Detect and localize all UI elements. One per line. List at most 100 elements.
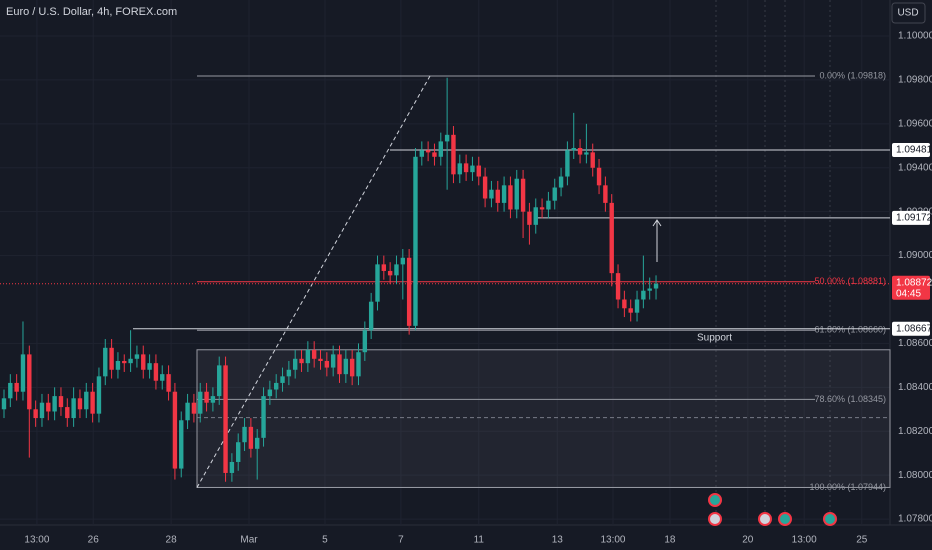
support-label: Support: [697, 332, 732, 343]
fib-label: 0.00% (1.09818): [819, 70, 886, 80]
candle-body: [590, 152, 595, 168]
candle-body: [647, 288, 652, 291]
candle-body: [527, 211, 532, 225]
candle-body: [571, 147, 576, 151]
candle-body: [622, 299, 627, 309]
event-icon[interactable]: [708, 493, 722, 507]
candle-body: [273, 382, 279, 390]
candle-body: [394, 264, 399, 276]
event-icon[interactable]: [823, 512, 837, 526]
candle-body: [14, 382, 19, 392]
chart-title: Euro / U.S. Dollar, 4h, FOREX.com: [6, 6, 177, 18]
candle-body: [470, 165, 475, 173]
candle-body: [577, 147, 583, 155]
candle-body: [71, 398, 76, 419]
candle-body: [476, 165, 481, 177]
candle-body: [457, 163, 462, 175]
candle-body: [318, 358, 323, 361]
candle-body: [565, 150, 570, 177]
candle-body: [330, 354, 336, 368]
range-box: [196, 349, 891, 488]
x-tick-label: 5: [322, 535, 328, 546]
candle-body: [280, 376, 285, 383]
candle-body: [96, 376, 102, 414]
price-tag: [892, 142, 930, 157]
y-tick-label: 1.08400: [898, 382, 932, 393]
x-tick-label: 26: [88, 535, 100, 546]
fib-label: 61.80% (1.08660): [814, 325, 886, 335]
arrow-head: [652, 219, 662, 227]
candle-body: [8, 382, 13, 399]
candle-body: [508, 185, 513, 210]
candle-body: [20, 354, 26, 392]
candle-body: [406, 257, 412, 326]
currency-label[interactable]: USD: [897, 8, 918, 19]
event-icon[interactable]: [758, 512, 772, 526]
y-tick-label: 1.09400: [898, 162, 932, 173]
candle-body: [603, 185, 608, 203]
candle-body: [103, 347, 108, 377]
x-tick-label: 25: [856, 535, 868, 546]
candle-body: [463, 163, 469, 173]
candle-body: [596, 167, 602, 186]
candle-body: [533, 207, 538, 225]
y-tick-label: 1.09800: [898, 75, 932, 86]
currency-button[interactable]: [891, 2, 926, 24]
candle-body: [558, 176, 564, 188]
candle-body: [84, 391, 89, 410]
candle-body: [400, 257, 406, 265]
y-tick-label: 1.07800: [898, 514, 932, 525]
x-tick-label: Mar: [240, 535, 258, 546]
candle-body: [324, 360, 330, 368]
candle-body: [122, 360, 127, 364]
candle-body: [425, 150, 431, 153]
candle-body: [489, 189, 494, 199]
candle-body: [615, 273, 621, 300]
candle-body: [204, 391, 209, 403]
candle-body: [362, 330, 368, 353]
candle-body: [387, 270, 393, 276]
candle-body: [501, 185, 507, 203]
candle-body: [248, 426, 254, 449]
event-icon[interactable]: [778, 512, 792, 526]
candle-body: [381, 264, 387, 271]
candle-body: [198, 391, 203, 414]
candle-body: [210, 396, 216, 403]
candle-body: [584, 152, 589, 155]
candle-body: [444, 134, 450, 142]
candle-body: [27, 354, 32, 410]
candle-body: [514, 178, 519, 210]
candle-body: [628, 308, 633, 313]
fib-trend: [196, 75, 431, 488]
candle-body: [58, 396, 64, 408]
y-tick-label: 1.08000: [898, 470, 932, 481]
candle-body: [166, 374, 171, 392]
candle-body: [299, 358, 304, 364]
candle-body: [115, 360, 121, 370]
candle-body: [343, 358, 349, 375]
candle-body: [217, 365, 222, 397]
x-tick-label: 13:00: [792, 535, 817, 546]
candle-body: [375, 264, 380, 302]
candle-body: [128, 358, 133, 364]
x-tick-label: 13: [552, 535, 564, 546]
candle-body: [223, 365, 228, 473]
countdown-label: 04:45: [896, 288, 921, 299]
candle-body: [191, 402, 197, 414]
x-tick-label: 11: [474, 535, 485, 546]
event-icon[interactable]: [708, 512, 722, 526]
candle-body: [90, 391, 95, 414]
candle-body: [179, 420, 184, 469]
candle-body: [368, 301, 374, 331]
candle-body: [160, 374, 165, 381]
y-tick-label: 1.08200: [898, 426, 932, 437]
candle-body: [482, 176, 488, 199]
candle-body: [1, 398, 7, 410]
candle-body: [109, 347, 114, 370]
candle-body: [451, 134, 456, 175]
y-tick-label: 1.09000: [898, 250, 932, 261]
y-tick-label: 1.10000: [898, 31, 932, 42]
candle-body: [267, 389, 273, 397]
y-tick-label: 1.09600: [898, 118, 932, 129]
candle-body: [33, 409, 38, 419]
